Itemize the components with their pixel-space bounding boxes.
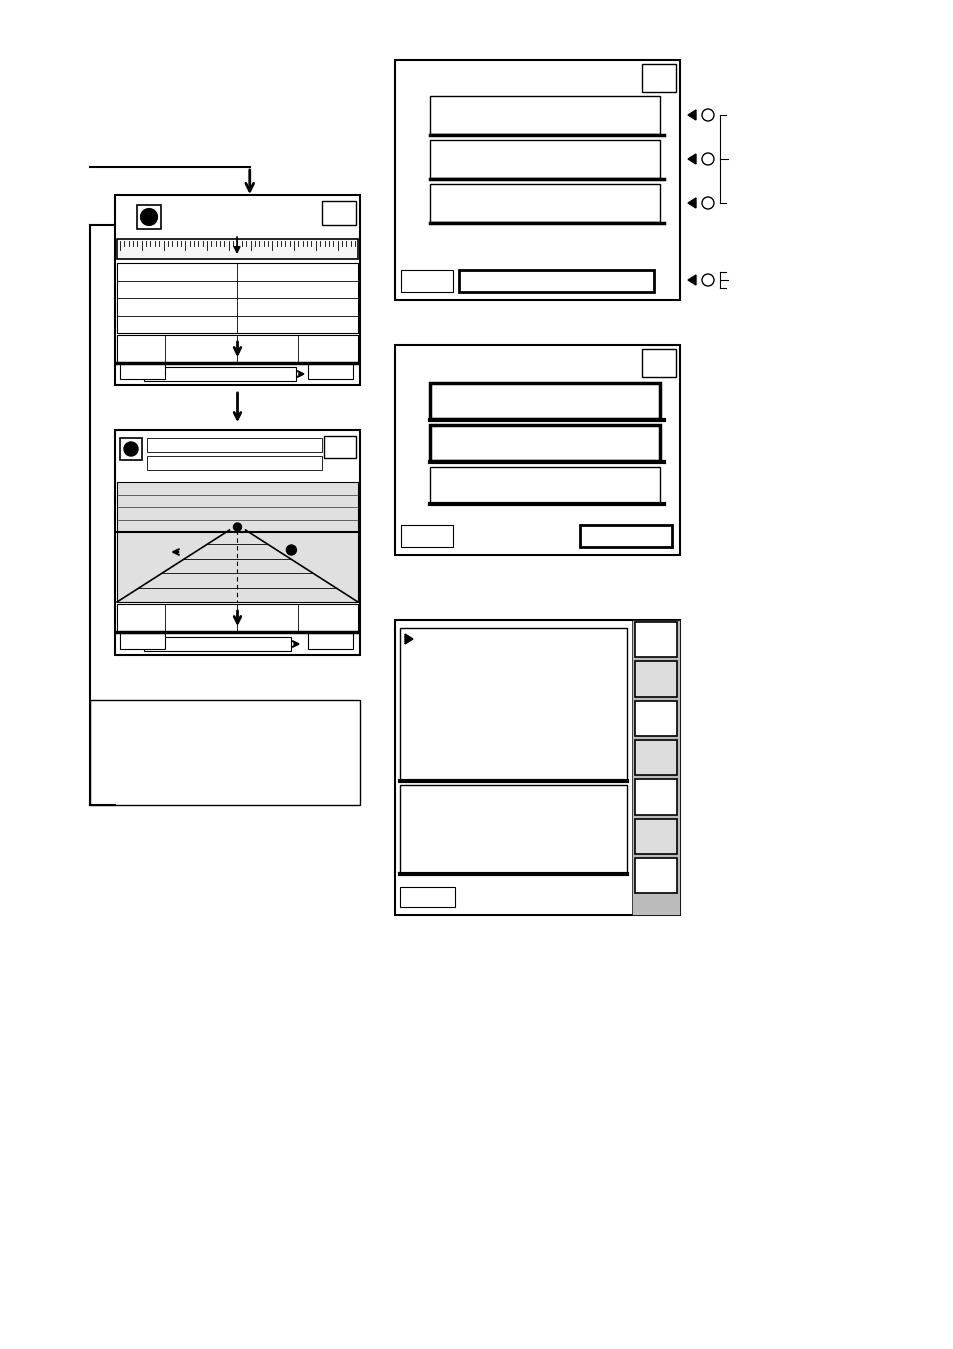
- Bar: [144, 367, 296, 380]
- Bar: [400, 270, 453, 291]
- Bar: [90, 700, 359, 805]
- Bar: [120, 438, 142, 460]
- Bar: [322, 201, 355, 225]
- Circle shape: [124, 442, 138, 456]
- Bar: [115, 430, 359, 656]
- Bar: [400, 525, 453, 546]
- Bar: [430, 383, 659, 420]
- Bar: [308, 633, 353, 649]
- Bar: [395, 59, 679, 299]
- Polygon shape: [405, 634, 413, 643]
- Bar: [635, 780, 677, 815]
- Bar: [147, 438, 322, 452]
- Bar: [635, 819, 677, 854]
- Bar: [635, 700, 677, 737]
- Bar: [430, 140, 659, 178]
- Bar: [579, 525, 671, 546]
- Bar: [399, 785, 626, 874]
- Bar: [147, 456, 322, 469]
- Bar: [117, 604, 357, 631]
- Bar: [430, 467, 659, 503]
- Bar: [144, 637, 291, 652]
- Bar: [399, 888, 455, 907]
- Circle shape: [233, 523, 241, 532]
- Bar: [399, 629, 626, 781]
- Bar: [631, 621, 679, 915]
- Bar: [117, 239, 357, 259]
- Bar: [324, 436, 355, 459]
- Polygon shape: [687, 111, 696, 120]
- Bar: [395, 345, 679, 554]
- Bar: [395, 621, 679, 915]
- Bar: [641, 349, 676, 376]
- Bar: [641, 63, 676, 92]
- Bar: [137, 205, 161, 229]
- Circle shape: [140, 209, 157, 225]
- Bar: [430, 96, 659, 134]
- Polygon shape: [687, 198, 696, 208]
- Bar: [117, 335, 357, 363]
- Bar: [117, 482, 357, 602]
- Bar: [115, 196, 359, 384]
- Bar: [635, 622, 677, 657]
- Bar: [120, 633, 165, 649]
- Bar: [430, 425, 659, 461]
- Bar: [430, 183, 659, 223]
- Polygon shape: [687, 154, 696, 165]
- Bar: [120, 363, 165, 379]
- Bar: [308, 363, 353, 379]
- Bar: [635, 741, 677, 776]
- Bar: [635, 858, 677, 893]
- Bar: [635, 661, 677, 696]
- Bar: [458, 270, 654, 291]
- Circle shape: [286, 545, 296, 554]
- Bar: [117, 263, 357, 333]
- Polygon shape: [687, 275, 696, 285]
